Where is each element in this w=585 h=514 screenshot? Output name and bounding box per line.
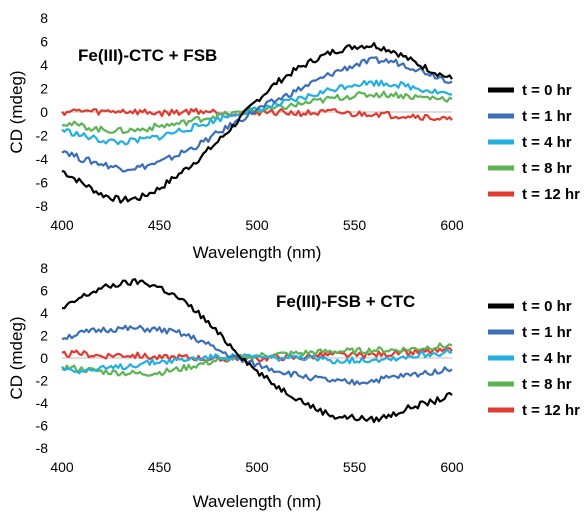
x-tick-label: 550 — [343, 217, 367, 233]
y-tick-label: -8 — [36, 440, 49, 456]
y-tick-label: 8 — [40, 260, 48, 276]
chart-title: Fe(III)-FSB + CTC — [276, 292, 415, 311]
legend-label: t = 8 hr — [522, 160, 572, 177]
series-line-t1 — [61, 56, 453, 173]
legend-label: t = 12 hr — [522, 186, 580, 203]
legend: t = 0 hr t = 1 hr t = 4 hr t = 8 hr t = 12 h… — [488, 82, 580, 203]
legend-label: t = 12 hr — [522, 402, 580, 419]
series-line-t0 — [62, 278, 453, 424]
y-tick-label: 0 — [40, 104, 48, 120]
legend-label: t = 0 hr — [522, 298, 572, 315]
y-tick-label: -4 — [36, 151, 49, 167]
x-tick-label: 450 — [148, 217, 172, 233]
y-tick-label: 6 — [40, 34, 48, 50]
x-tick-label: 600 — [440, 217, 464, 233]
y-tick-label: -6 — [36, 175, 49, 191]
x-tick-label: 550 — [343, 459, 367, 475]
legend-label: t = 1 hr — [522, 108, 572, 125]
y-tick-label: 8 — [40, 10, 48, 26]
legend-label: t = 1 hr — [522, 324, 572, 341]
legend: t = 0 hr t = 1 hr t = 4 hr t = 8 hr t = 12 h… — [488, 298, 580, 419]
x-tick-label: 500 — [245, 217, 269, 233]
y-tick-label: 4 — [40, 305, 48, 321]
x-axis-label: Wavelength (nm) — [193, 243, 322, 262]
y-axis-label: CD (mdeg) — [7, 70, 26, 153]
legend-label: t = 8 hr — [522, 376, 572, 393]
x-tick-label: 400 — [50, 459, 74, 475]
series-line-t4 — [61, 348, 453, 375]
x-tick-label: 400 — [50, 217, 74, 233]
x-tick-label: 500 — [245, 459, 269, 475]
legend-label: t = 4 hr — [522, 134, 572, 151]
y-tick-label: -6 — [36, 418, 49, 434]
x-tick-label: 600 — [440, 459, 464, 475]
chart-panel-2: -8 -6 -4 -2 0 2 4 6 8 400 450 500 550 600 Wavelength (… — [7, 260, 580, 511]
y-tick-label: 6 — [40, 283, 48, 299]
y-axis-label: CD (mdeg) — [7, 316, 26, 399]
y-tick-label: -8 — [36, 198, 49, 214]
series-line-t12 — [61, 107, 453, 122]
series-line-t1 — [61, 324, 453, 386]
y-tick-label: -2 — [36, 128, 49, 144]
y-tick-label: 2 — [40, 81, 48, 97]
legend-label: t = 4 hr — [522, 350, 572, 367]
chart-title: Fe(III)-CTC + FSB — [78, 46, 217, 65]
chart-panel-1: -8 -6 -4 -2 0 2 4 6 8 400 450 500 550 600 Wavelength (… — [7, 10, 580, 262]
y-tick-label: -2 — [36, 373, 49, 389]
x-axis-label: Wavelength (nm) — [193, 492, 322, 511]
series-line-t0 — [61, 41, 453, 204]
y-tick-label: 4 — [40, 57, 48, 73]
y-tick-label: -4 — [36, 395, 49, 411]
legend-label: t = 0 hr — [522, 82, 572, 99]
x-tick-label: 450 — [148, 459, 172, 475]
series-line-t12 — [61, 347, 453, 363]
y-tick-label: 2 — [40, 328, 48, 344]
y-tick-label: 0 — [40, 350, 48, 366]
